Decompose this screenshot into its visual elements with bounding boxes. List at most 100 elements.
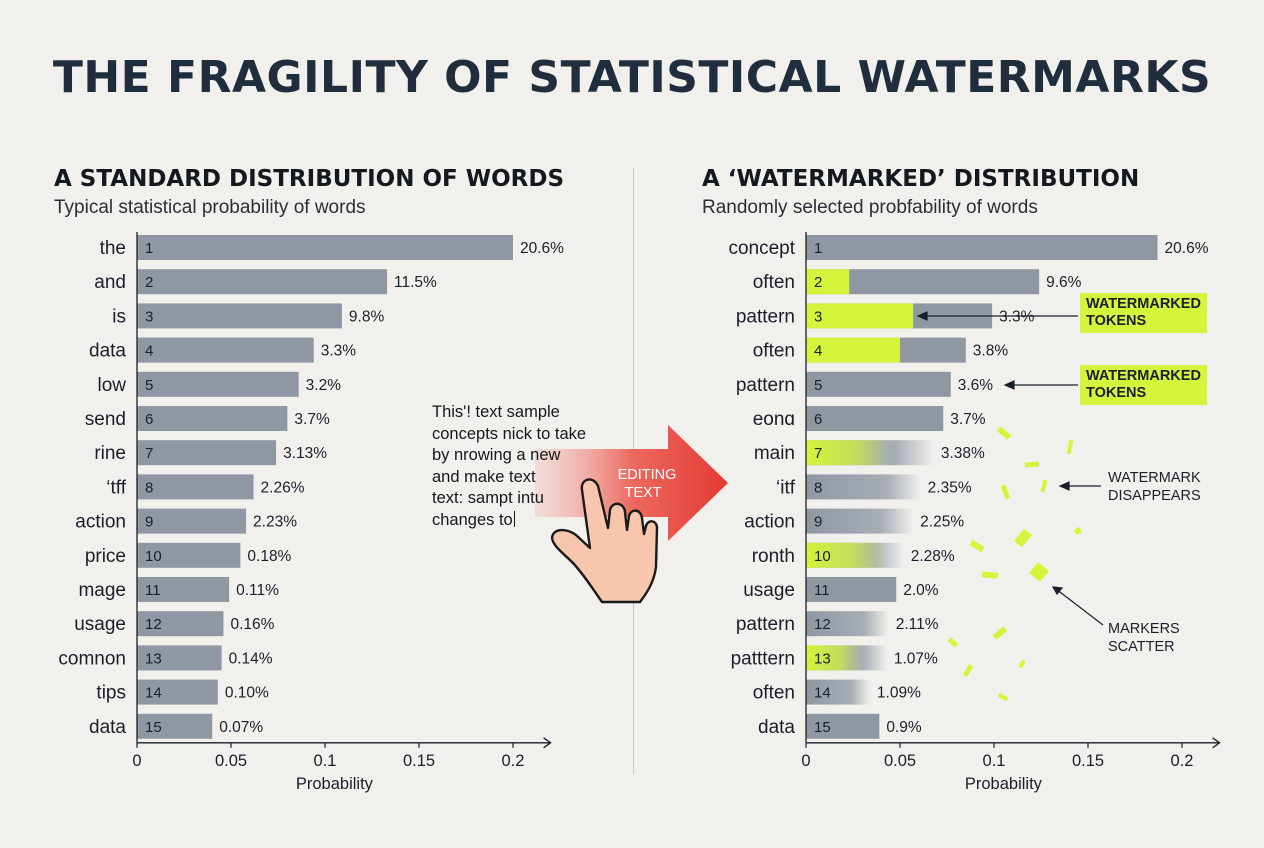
category-label: pattern	[736, 306, 795, 327]
category-label: usage	[743, 580, 795, 601]
bar-rank-label: 14	[814, 685, 831, 702]
bar-rank-label: 12	[814, 616, 831, 633]
bar	[137, 440, 277, 466]
bar-rank-label: 5	[814, 377, 822, 394]
value-label: 2.28%	[911, 548, 955, 565]
value-label: 2.26%	[261, 479, 305, 496]
bar	[806, 577, 897, 602]
category-label: ronth	[752, 546, 795, 567]
category-label: data	[758, 717, 795, 738]
value-label: 1.07%	[894, 650, 938, 667]
x-tick-label: 0.05	[884, 752, 916, 770]
annotation-arrows	[916, 311, 1104, 626]
watermark-highlight	[806, 269, 850, 295]
left-chart-title: A STANDARD DISTRIBUTION OF WORDS	[54, 166, 565, 192]
value-label: 0.9%	[886, 719, 922, 736]
category-label: concept	[728, 238, 795, 259]
category-label: usage	[74, 614, 126, 635]
edit-text-line: and make text	[432, 467, 536, 486]
bar-rank-label: 3	[814, 308, 822, 325]
value-label: 9.6%	[1046, 274, 1082, 291]
value-label: 3.3%	[321, 343, 357, 360]
value-label: 1.09%	[877, 685, 921, 702]
bar-rank-label: 10	[145, 548, 162, 565]
category-label: price	[85, 546, 126, 567]
bar	[137, 371, 299, 397]
value-label: 0.18%	[247, 548, 291, 565]
watermark-highlight	[806, 303, 914, 329]
watermarked-tokens-badge: WATERMARKED TOKENS	[1080, 365, 1207, 405]
category-label: action	[744, 512, 795, 533]
value-label: 3.2%	[306, 377, 342, 394]
bar-rank-label: 9	[814, 514, 822, 531]
bar-rank-label: 6	[814, 411, 822, 428]
note-line: SCATTER	[1108, 639, 1175, 655]
marker-fragment	[947, 637, 959, 648]
value-label: 3.38%	[941, 445, 985, 462]
bar	[806, 611, 889, 637]
bar	[806, 235, 1158, 260]
watermark-highlight	[806, 645, 863, 671]
marker-fragment	[1014, 528, 1032, 548]
note-line: DISAPPEARS	[1108, 488, 1201, 504]
badge-line: WATERMARKED	[1086, 296, 1201, 312]
value-label: 20.6%	[1165, 240, 1209, 257]
category-label: comnon	[58, 648, 126, 669]
bar-rank-label: 13	[814, 650, 831, 667]
value-label: 2.11%	[896, 616, 939, 633]
bar-rank-label: 14	[145, 685, 162, 702]
category-label: action	[75, 512, 126, 533]
value-label: 2.23%	[253, 514, 297, 531]
note-line: MARKERS	[1108, 621, 1180, 637]
category-label: pattern	[736, 375, 795, 396]
bar-rank-label: 12	[145, 616, 162, 633]
edit-text-line: This'! text sample	[432, 403, 560, 421]
value-label: 3.3%	[999, 308, 1035, 325]
bar-rank-label: 15	[814, 719, 831, 736]
category-label: often	[753, 272, 795, 293]
badge-line: TOKENS	[1086, 313, 1147, 329]
bar	[137, 611, 224, 637]
bar-rank-label: 13	[145, 650, 162, 667]
x-tick-label: 0	[801, 752, 810, 770]
markers-scatter-note: MARKERS SCATTER	[1108, 620, 1180, 656]
bar	[806, 679, 870, 705]
bar-rank-label: 2	[814, 274, 822, 291]
right-bar-chart: 1 concept 20.6% 2 often 9.6% 3 pattern 3.3% 4 ofte…	[728, 232, 1221, 793]
category-label: main	[754, 443, 795, 464]
category-label: low	[97, 375, 126, 396]
editing-arrow-label-1: EDITING	[618, 467, 677, 483]
bar-rank-label: 7	[145, 445, 153, 462]
value-label: 0.11%	[236, 582, 279, 599]
category-label: ‘itf	[776, 477, 796, 498]
value-label: 3.8%	[973, 343, 1009, 360]
x-tick-label: 0.1	[314, 752, 337, 770]
marker-fragment	[1018, 659, 1026, 669]
bar-rank-label: 5	[145, 377, 153, 394]
marker-fragment	[1029, 562, 1049, 582]
bar-rank-label: 1	[814, 240, 822, 257]
watermark-highlight	[806, 542, 885, 568]
bar	[137, 679, 218, 705]
bar	[137, 235, 513, 260]
marker-fragment	[962, 664, 974, 677]
editing-text-sample[interactable]: This'! text sample concepts nick to take…	[432, 402, 632, 531]
bar-rank-label: 10	[814, 548, 831, 565]
left-bar-chart: 1 the 20.6% 2 and 11.5% 3 is 9.8% 4 data 3.3% 5 low 3.…	[58, 232, 564, 793]
bar-rank-label: 6	[145, 411, 153, 428]
bar-rank-label: 4	[814, 343, 822, 360]
bar-rank-label: 3	[145, 308, 153, 325]
value-label: 3.7%	[950, 411, 986, 428]
x-tick-label: 0.15	[403, 752, 435, 770]
scattered-markers	[947, 426, 1083, 702]
marker-fragment	[969, 539, 985, 553]
value-label: 0.07%	[219, 719, 263, 736]
x-axis-title: Probability	[965, 775, 1043, 793]
watermark-highlight	[806, 440, 891, 466]
x-axis-title: Probability	[296, 775, 374, 793]
category-label: is	[112, 306, 126, 327]
value-label: 3.7%	[294, 411, 330, 428]
category-label: mage	[78, 580, 126, 601]
marker-fragment	[981, 571, 999, 579]
bar-rank-label: 11	[814, 582, 830, 599]
